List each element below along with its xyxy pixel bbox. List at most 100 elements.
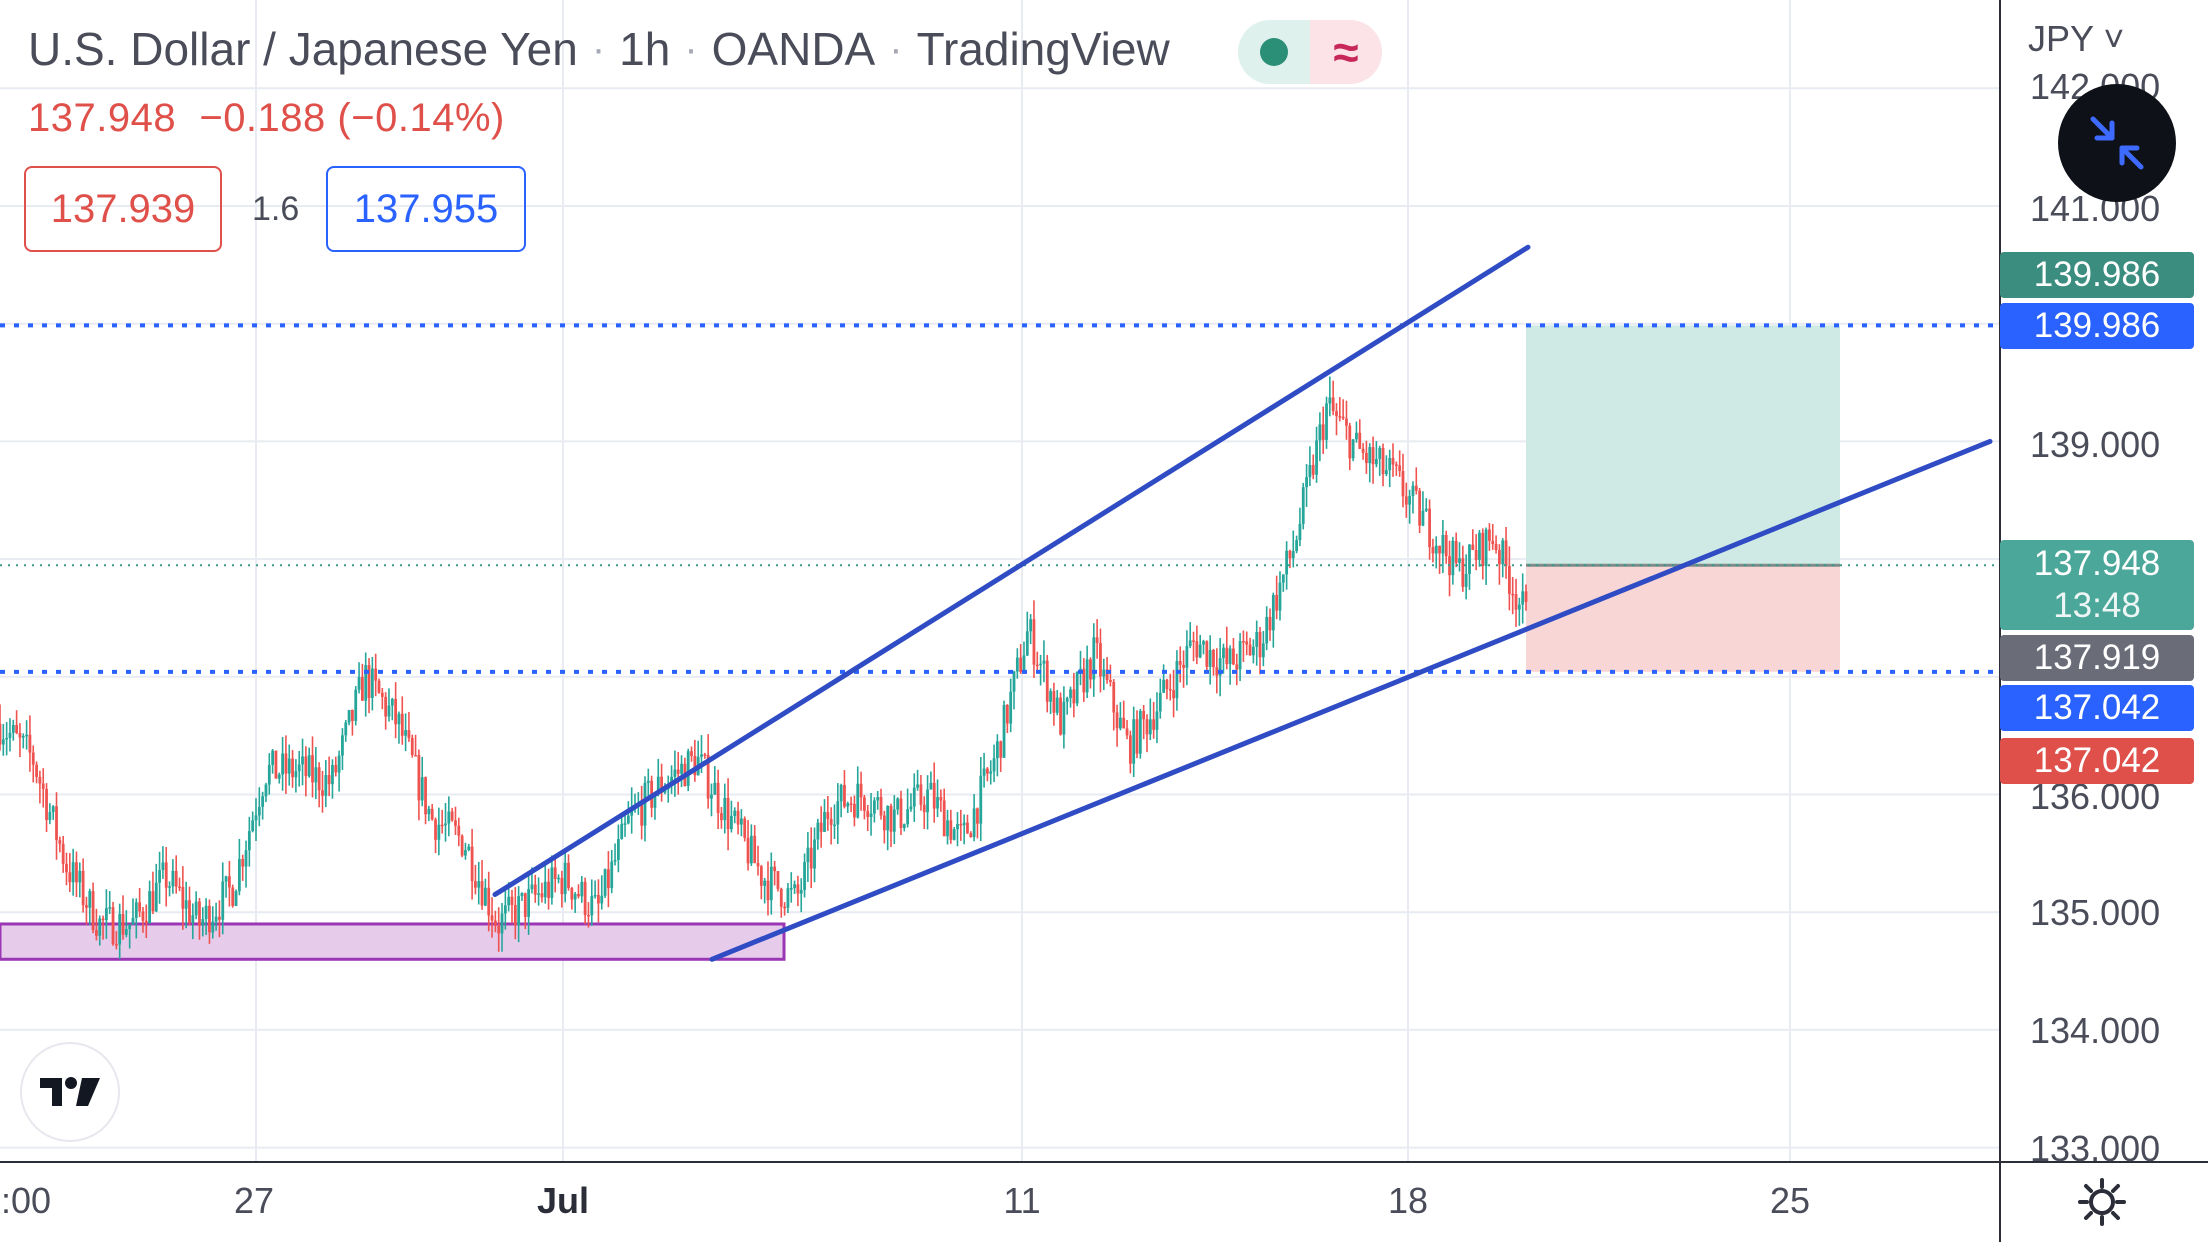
symbol-header[interactable]: U.S. Dollar / Japanese Yen · 1h · OANDA …: [28, 22, 1170, 76]
candle-body: [261, 796, 265, 807]
candle-body: [1494, 543, 1498, 551]
market-status-pill[interactable]: ≈: [1238, 20, 1382, 84]
stop-level-tag: 137.042: [2000, 685, 2194, 731]
candle-body: [430, 808, 434, 820]
candle-body: [922, 804, 926, 813]
candle-body: [1325, 403, 1328, 440]
candle-body: [354, 689, 358, 721]
candle-body: [237, 858, 241, 892]
candle-body: [341, 735, 344, 756]
candle-body: [1002, 704, 1006, 758]
drawing-overlays[interactable]: [0, 244, 2000, 962]
candle-body: [257, 806, 261, 816]
candle-body: [1271, 594, 1275, 631]
candle-body: [171, 870, 175, 887]
candle-body: [793, 884, 796, 889]
candle-body: [400, 713, 404, 736]
candle-body: [208, 905, 211, 933]
candle-body: [823, 812, 826, 832]
candle-body: [1208, 650, 1212, 667]
candle-body: [1062, 701, 1066, 735]
settings-button[interactable]: [2076, 1176, 2128, 1228]
candle-body: [1089, 659, 1092, 680]
candle-body: [1225, 647, 1229, 665]
candle-body: [540, 893, 544, 898]
candle-body: [1152, 719, 1156, 730]
candle-body: [65, 863, 68, 873]
candle-body: [477, 881, 481, 888]
candle-body: [1278, 582, 1282, 611]
target-level-tag: 139.986: [2000, 303, 2194, 349]
currency-selector[interactable]: JPY ˅: [2028, 18, 2125, 59]
candle-body: [726, 797, 730, 830]
collapse-button[interactable]: [2058, 84, 2176, 202]
candle-body: [952, 829, 956, 840]
interval-label[interactable]: 1h: [619, 23, 671, 75]
candle-body: [1052, 691, 1056, 713]
market-open-indicator: [1238, 20, 1310, 84]
loss-zone: [1526, 565, 1840, 672]
x-tick-label: 25: [1769, 1180, 1811, 1221]
candle-body: [510, 896, 514, 906]
candle-body: [1401, 471, 1405, 497]
candle-body: [297, 764, 301, 772]
symbol-name[interactable]: U.S. Dollar / Japanese Yen: [28, 23, 578, 75]
candle-body: [567, 862, 570, 889]
candle-body: [1138, 710, 1142, 754]
candle-body: [959, 823, 963, 826]
candle-body: [224, 876, 228, 882]
candle-body: [899, 798, 903, 829]
candle-body: [902, 824, 906, 829]
candle-body: [929, 782, 933, 790]
candle-body: [474, 881, 477, 888]
candle-body: [507, 896, 511, 906]
candle-body: [460, 835, 464, 856]
sell-button[interactable]: 137.939: [24, 166, 222, 252]
delayed-data-indicator: ≈: [1310, 20, 1382, 84]
candle-body: [892, 809, 896, 832]
candle-body: [776, 871, 780, 889]
candle-body: [616, 839, 620, 860]
candle-body: [1172, 690, 1175, 699]
candle-body: [720, 813, 723, 821]
y-tick-label: 139.000: [2030, 424, 2161, 465]
candle-body: [643, 782, 647, 826]
candle-body: [1122, 717, 1126, 729]
candle-body: [11, 724, 15, 733]
candle-body: [61, 843, 65, 864]
candle-body: [331, 765, 334, 785]
candle-body: [809, 847, 813, 869]
candle-body: [753, 835, 757, 864]
candle-body: [746, 837, 750, 864]
candle-body: [434, 819, 437, 840]
candle-body: [587, 915, 590, 917]
candle-body: [377, 680, 381, 693]
candle-body: [374, 668, 378, 681]
candle-body: [1029, 619, 1033, 632]
candle-body: [1414, 485, 1418, 491]
candle-body: [583, 881, 587, 916]
broker-label: OANDA: [711, 23, 876, 75]
candle-body: [730, 815, 733, 830]
buy-button[interactable]: 137.955: [326, 166, 526, 252]
candle-body: [879, 796, 883, 816]
candle-body: [317, 767, 321, 791]
candle-body: [1228, 648, 1232, 665]
candle-body: [450, 811, 454, 821]
candle-body: [111, 907, 115, 945]
candle-body: [939, 797, 943, 801]
candle-body: [1, 739, 5, 745]
candle-body: [1298, 523, 1302, 541]
candle-body: [886, 805, 890, 831]
candle-body: [1441, 534, 1445, 554]
candle-body: [424, 777, 427, 815]
collapse-arrows-icon: [2090, 116, 2144, 170]
candle-body: [866, 810, 870, 817]
candle-body: [211, 921, 215, 933]
candle-body: [1454, 540, 1458, 563]
tradingview-logo-button[interactable]: [20, 1042, 120, 1142]
candle-body: [1165, 679, 1169, 690]
candle-body: [1042, 660, 1046, 664]
candle-body: [347, 710, 351, 723]
